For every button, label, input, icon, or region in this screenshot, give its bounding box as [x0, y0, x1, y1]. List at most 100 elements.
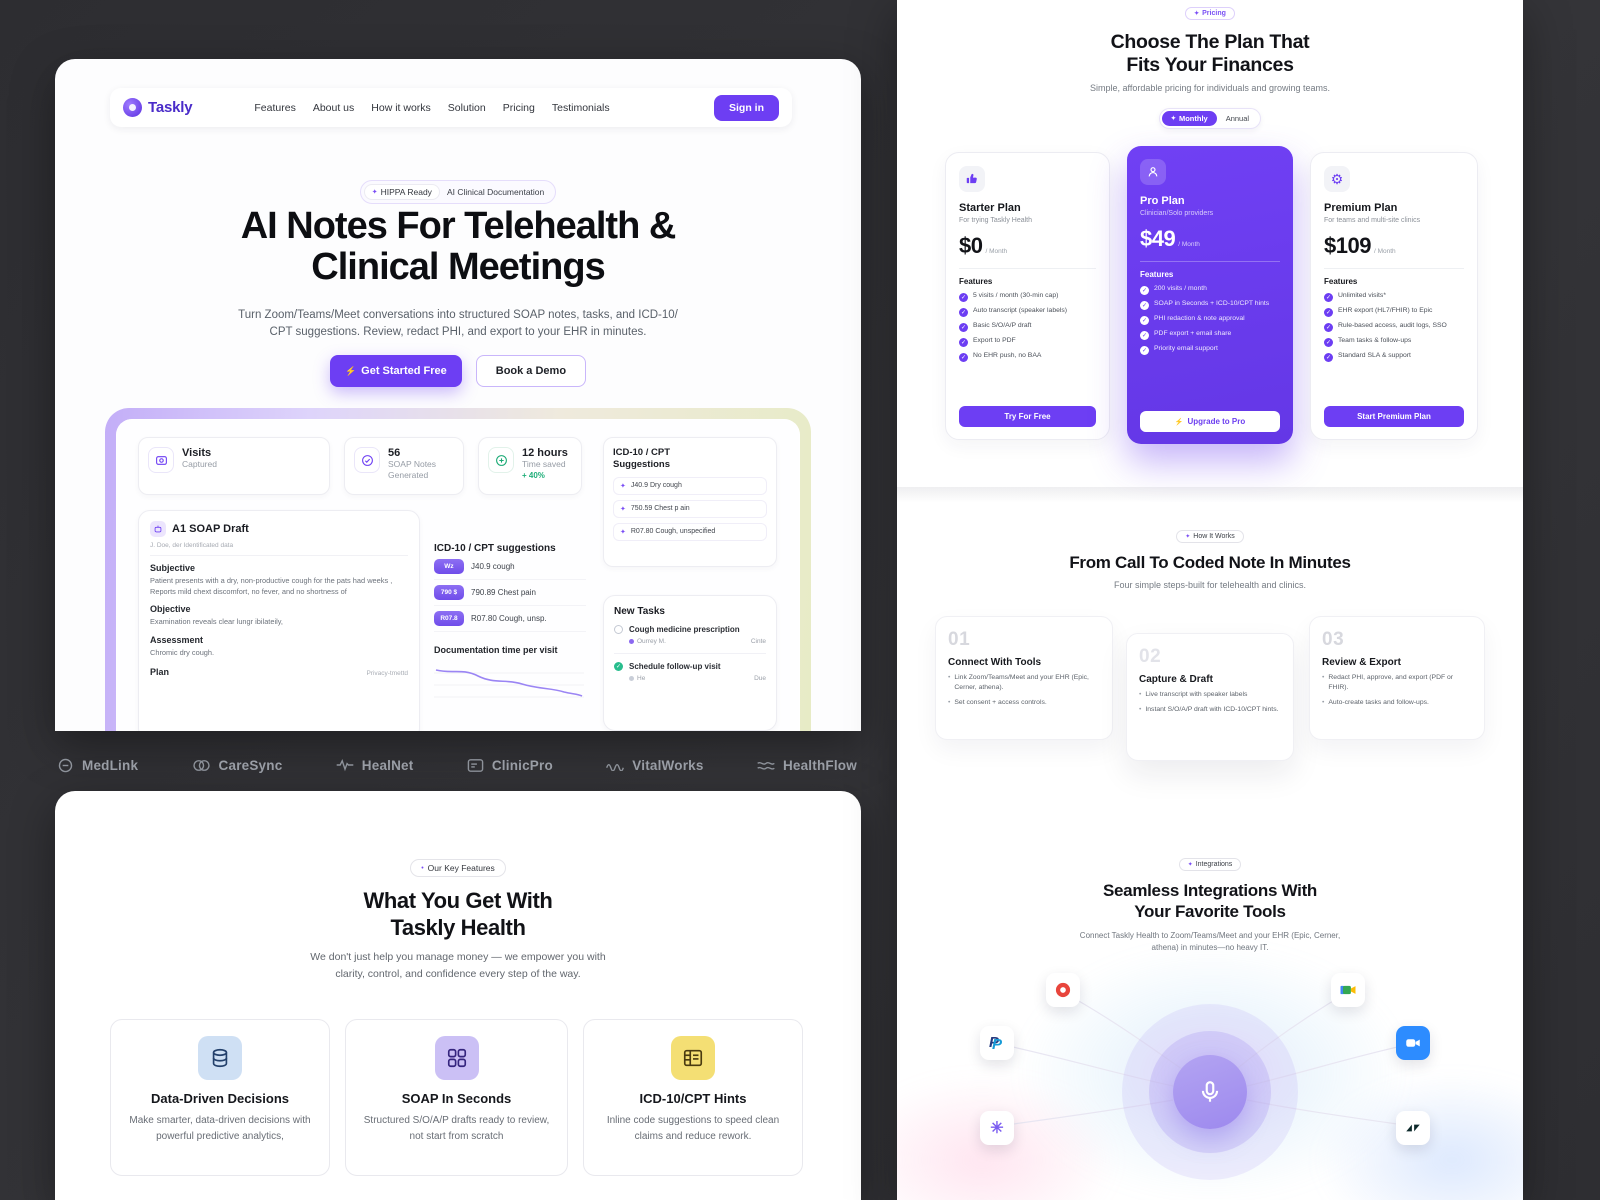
task-due: Cinte	[750, 638, 766, 645]
integrations-badge-row: ✦ Integrations	[897, 858, 1523, 871]
soap-assessment-text: Chromic dry cough.	[150, 648, 215, 658]
features-title-line1: What You Get With	[363, 888, 553, 913]
soap-title: A1 SOAP Draft	[172, 523, 249, 535]
how-subtitle: Four simple steps-built for telehealth a…	[1113, 580, 1307, 590]
hero-title-line1: AI Notes For Telehealth &	[240, 205, 677, 247]
task-due: Due	[754, 675, 766, 682]
hero-cta-row: ⚡ Get Started Free Book a Demo	[55, 355, 861, 387]
plan-price: $109	[1324, 233, 1371, 258]
stat-notes-label1: SOAP Notes	[388, 459, 437, 469]
pricing-title-line1: Choose The Plan That	[1110, 31, 1310, 53]
hero-page-panel: Taskly Features About us How it works So…	[55, 59, 861, 731]
step-bullet: • Instant S/O/A/P draft with ICD-10/CPT h…	[1139, 705, 1281, 715]
codes-title: ICD-10 / CPT suggestions	[434, 543, 556, 554]
integration-connectors	[998, 991, 1412, 1127]
plan-price-row: $49 / Month	[1140, 226, 1280, 252]
plan-feature-text: SOAP in Seconds + ICD-10/CPT hints	[1154, 300, 1270, 307]
integrations-title-line1: Seamless Integrations With	[1102, 881, 1318, 900]
try-for-free-button[interactable]: Try For Free	[959, 406, 1096, 427]
step-bullet: • Redact PHI, approve, and export (PDF or…	[1322, 673, 1472, 693]
medlink-icon	[58, 758, 73, 772]
microphone-hub	[1173, 1055, 1247, 1129]
plan-divider	[1324, 268, 1464, 269]
plus-circle-icon	[488, 447, 514, 473]
task-checkbox-done[interactable]: ✓	[614, 662, 623, 671]
features-subtitle-line2: clarity, control, and confidence every s…	[335, 968, 581, 980]
plan-feature-text: No EHR push, no BAA	[973, 352, 1042, 359]
how-badge-row: ✦ How It Works	[897, 530, 1523, 543]
plan-feature-text: Team tasks & follow-ups	[1338, 337, 1412, 344]
step-number: 01	[948, 629, 971, 650]
step-bullet: • Link Zoom/Teams/Meet and your EHR (Epic…	[948, 673, 1100, 693]
record-icon	[1055, 982, 1071, 998]
step-number: 02	[1139, 646, 1162, 667]
sign-in-button[interactable]: Sign in	[714, 94, 779, 121]
icd-item: ✦ 750.59 Chest p ain	[613, 499, 767, 518]
healnet-icon	[336, 759, 354, 772]
toggle-monthly[interactable]: ✦ Monthly	[1161, 111, 1217, 126]
plan-feature: ✓ Unlimited visits*	[1324, 292, 1464, 302]
paypal-p-back: P	[989, 1034, 1000, 1051]
google-meet-icon	[1340, 985, 1356, 995]
asterisk-icon: ✳	[990, 1120, 1004, 1137]
new-tasks-card: New Tasks Cough medicine prescription Ou…	[603, 595, 777, 731]
integrations-subtitle-line1: Connect Taskly Health to Zoom/Teams/Meet…	[1079, 931, 1341, 940]
toggle-annual[interactable]: Annual	[1225, 114, 1250, 123]
start-premium-button[interactable]: Start Premium Plan	[1324, 406, 1464, 427]
brand-name: MedLink	[82, 757, 139, 773]
soap-plan-heading: Plan	[150, 666, 170, 677]
code-text: 790.89 Chest pain	[471, 588, 536, 597]
site-header: Taskly Features About us How it works So…	[110, 88, 792, 127]
nav-item-solution[interactable]: Solution	[447, 101, 486, 114]
brand-healnet: HealNet	[336, 758, 414, 773]
nav-item-how-it-works[interactable]: How it works	[371, 101, 431, 114]
stat-time-texts: 12 hours Time saved + 40%	[522, 447, 568, 480]
icd-title-line2: Suggestions	[613, 459, 671, 471]
task-checkbox[interactable]	[614, 625, 623, 634]
sparkle-icon: ✦	[1187, 862, 1193, 868]
feature-card-desc: Structured S/O/A/P drafts ready to revie…	[363, 1115, 550, 1142]
get-started-button[interactable]: ⚡ Get Started Free	[329, 355, 462, 387]
step-number: 03	[1322, 629, 1345, 650]
plan-feature: ✓ 200 visits / month	[1140, 285, 1280, 295]
check-icon: ✓	[1324, 323, 1333, 332]
logo[interactable]: Taskly	[123, 98, 193, 117]
step-title: Connect With Tools	[948, 657, 1042, 668]
step-bullet-text: Auto-create tasks and follow-ups.	[1328, 698, 1429, 706]
plan-price-row: $0 / Month	[959, 233, 1096, 259]
nav-item-pricing[interactable]: Pricing	[502, 101, 535, 114]
features-section: • Our Key Features What You Get With Tas…	[55, 791, 861, 1200]
book-demo-button[interactable]: Book a Demo	[475, 355, 587, 387]
check-icon: ✓	[1324, 353, 1333, 362]
feature-card-title: ICD-10/CPT Hints	[639, 1091, 747, 1106]
nav-item-about[interactable]: About us	[312, 101, 355, 114]
code-text: J40.9 cough	[471, 562, 515, 571]
features-badge: • Our Key Features	[410, 859, 506, 877]
pricing-badge: ✦ Pricing	[1185, 7, 1235, 20]
icd-suggestions-card: ICD-10 / CPT Suggestions ✦ J40.9 Dry cou…	[603, 437, 777, 567]
step-card-1: 01 Connect With Tools • Link Zoom/Teams/M…	[935, 616, 1113, 740]
brand-name: HealNet	[361, 757, 414, 773]
check-icon: ✓	[1324, 308, 1333, 317]
integration-tile-paypal: P P	[980, 1026, 1014, 1060]
plan-features-label: Features	[1324, 277, 1358, 286]
plan-feature: ✓ Basic S/O/A/P draft	[959, 322, 1096, 332]
check-icon: ✓	[959, 338, 968, 347]
integrations-badge: ✦ Integrations	[1178, 858, 1242, 871]
billing-toggle[interactable]: ✦ Monthly Annual	[1158, 108, 1262, 129]
upgrade-to-pro-button[interactable]: ⚡ Upgrade to Pro	[1140, 411, 1280, 432]
nav-item-features[interactable]: Features	[254, 101, 296, 114]
feature-card-data-driven: Data-Driven Decisions Make smarter, data…	[110, 1019, 330, 1176]
nav-item-testimonials[interactable]: Testimonials	[551, 101, 610, 114]
logo-text: Taskly	[148, 99, 193, 116]
step-title: Capture & Draft	[1139, 674, 1213, 685]
bullet-dot-icon: •	[1139, 705, 1142, 713]
task-assignee-wrap: He	[629, 675, 645, 682]
stat-card-visits: Visits Captured	[138, 437, 330, 495]
integrations-badge-label: Integrations	[1195, 861, 1233, 868]
clinician-icon	[1140, 159, 1166, 185]
vitalworks-icon	[606, 763, 625, 771]
task-row: Cough medicine prescription	[614, 625, 766, 634]
paypal-p-front: P	[992, 1036, 1003, 1053]
plan-name: Starter Plan	[959, 202, 1021, 214]
